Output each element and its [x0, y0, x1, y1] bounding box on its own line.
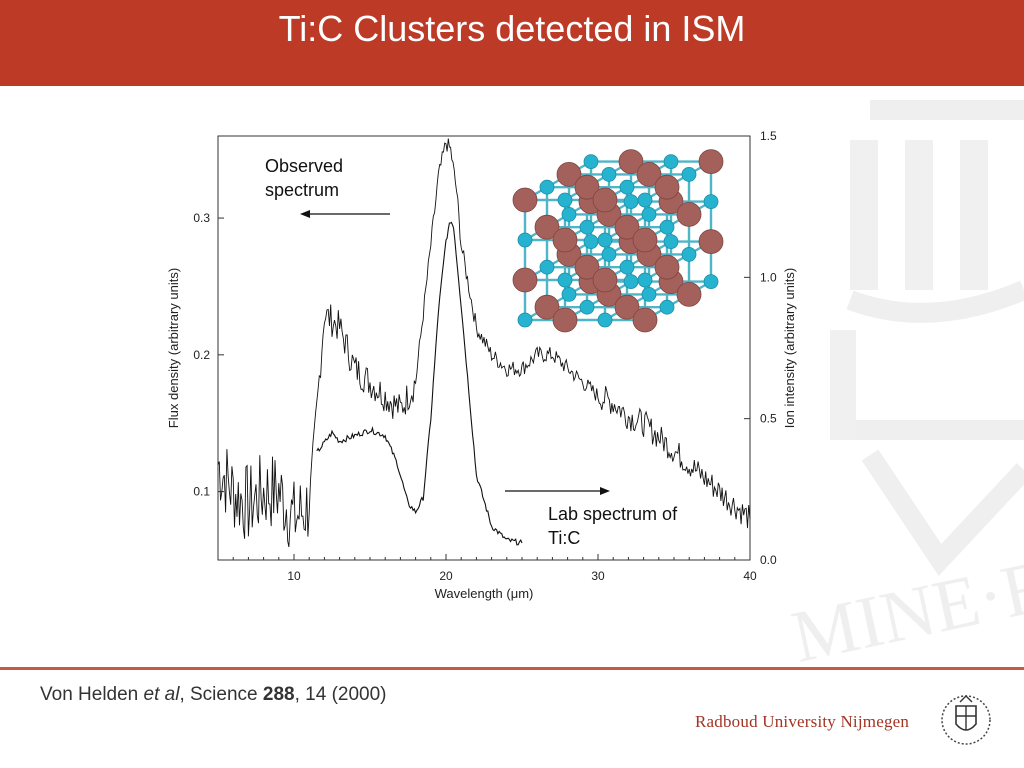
titanium-atom	[574, 174, 600, 200]
carbon-atom	[539, 179, 555, 195]
y-right-tick-label: 1.0	[760, 270, 777, 284]
carbon-atom	[561, 207, 577, 222]
carbon-atom	[557, 272, 573, 288]
carbon-atom	[517, 312, 533, 328]
carbon-atom	[557, 192, 573, 208]
y-left-tick-label: 0.1	[193, 485, 210, 499]
carbon-atom	[663, 234, 679, 249]
titanium-atom	[552, 227, 578, 253]
university-seal-logo	[941, 695, 991, 745]
carbon-atom	[597, 232, 613, 248]
carbon-atom	[583, 154, 599, 170]
titanium-atom	[512, 187, 538, 213]
observed-annotation-line2: spectrum	[265, 180, 340, 200]
carbon-atom	[659, 219, 675, 235]
carbon-atom	[623, 194, 639, 209]
citation-journal: , Science	[179, 684, 263, 705]
y-right-tick-label: 0.5	[760, 412, 777, 426]
lab-spectrum-annotation: Lab spectrum of Ti:C	[548, 502, 677, 550]
lab-annotation-line2: Ti:C	[548, 528, 581, 548]
titanium-atom	[676, 281, 702, 307]
carbon-atom	[601, 167, 617, 182]
carbon-atom	[579, 219, 595, 235]
y-right-tick-label: 1.5	[760, 130, 777, 143]
slide-title: Ti:C Clusters detected in ISM	[278, 8, 746, 49]
titanium-atom	[534, 214, 560, 240]
titanium-atom	[632, 227, 658, 253]
citation: Von Helden et al, Science 288, 14 (2000)	[40, 684, 387, 706]
x-tick-label: 10	[287, 569, 301, 583]
institution-name: Radboud University Nijmegen	[695, 712, 910, 731]
titanium-atom	[592, 267, 618, 293]
carbon-atom	[517, 232, 533, 248]
titanium-atom	[614, 214, 640, 240]
carbon-atom	[681, 247, 697, 262]
titanium-atom	[676, 202, 702, 227]
titanium-atom	[574, 254, 600, 280]
lab-annotation-line1: Lab spectrum of	[548, 504, 678, 524]
y-left-tick-label: 0.2	[193, 348, 210, 362]
titanium-atom	[618, 149, 644, 175]
y-left-tick-label: 0.3	[193, 211, 210, 225]
carbon-atom	[597, 312, 613, 328]
x-axis-label: Wavelength (μm)	[435, 586, 534, 601]
titanium-atom	[556, 162, 582, 187]
titanium-atom	[534, 294, 560, 320]
carbon-atom	[641, 207, 657, 222]
y-axis-label-right: Ion intensity (arbitrary units)	[782, 268, 797, 428]
y-axis-label-left: Flux density (arbitrary units)	[166, 268, 181, 428]
tic-cluster-illustration	[512, 149, 724, 333]
carbon-atom	[637, 272, 653, 288]
carbon-atom	[703, 194, 719, 209]
citation-authors: Von Helden	[40, 684, 144, 705]
titanium-atom	[512, 267, 538, 293]
carbon-atom	[663, 154, 679, 170]
citation-etal: et al	[143, 684, 180, 705]
carbon-atom	[579, 299, 595, 315]
carbon-atom	[583, 234, 599, 249]
titanium-atom	[654, 254, 680, 280]
citation-volume: 288	[262, 684, 295, 705]
carbon-atom	[539, 259, 555, 275]
carbon-atom	[641, 286, 657, 302]
lab-arrow-head	[600, 487, 610, 495]
citation-pages: , 14 (2000)	[294, 684, 387, 705]
carbon-atom	[637, 192, 653, 208]
titanium-atom	[632, 307, 658, 333]
x-tick-label: 20	[439, 569, 453, 583]
lab-spectrum-line	[316, 221, 523, 546]
titanium-atom	[698, 229, 724, 254]
carbon-atom	[703, 274, 719, 290]
carbon-atom	[681, 167, 697, 182]
spectrum-chart: 10 20 30 40 0.1 0.2 0.3 0.0 0.5 1.0 1.5 Wavelength…	[166, 130, 797, 601]
titanium-atom	[654, 174, 680, 200]
footer-divider	[0, 667, 1024, 670]
carbon-atom	[623, 274, 639, 290]
observed-spectrum-line	[217, 138, 751, 548]
carbon-atom	[619, 259, 635, 275]
carbon-atom	[619, 179, 635, 195]
titanium-atom	[552, 307, 578, 333]
observed-annotation-line1: Observed	[265, 156, 344, 176]
observed-spectrum-annotation: Observed spectrum	[265, 154, 343, 202]
x-tick-label: 40	[743, 569, 757, 583]
y-right-tick-label: 0.0	[760, 553, 777, 567]
titanium-atom	[614, 294, 640, 320]
observed-arrow-head	[300, 210, 310, 218]
carbon-atom	[601, 247, 617, 262]
carbon-atom	[561, 286, 577, 302]
x-tick-label: 30	[591, 569, 605, 583]
titanium-atom	[592, 187, 618, 213]
titanium-atom	[698, 149, 724, 175]
watermark-text: MINE·F	[785, 546, 1024, 679]
titanium-atom	[636, 162, 662, 187]
title-bar	[0, 0, 1024, 86]
carbon-atom	[659, 299, 675, 315]
